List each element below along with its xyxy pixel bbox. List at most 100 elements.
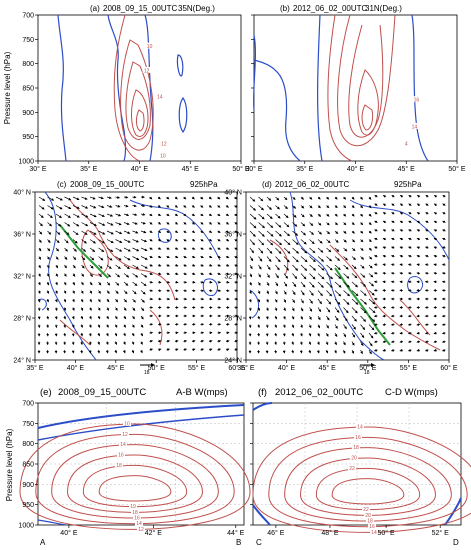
wind-vector xyxy=(106,247,114,252)
wind-vector xyxy=(390,246,395,250)
contour-label: 16 xyxy=(369,524,375,530)
wind-vector xyxy=(248,315,252,320)
wind-vector xyxy=(55,230,61,235)
wind-vector xyxy=(433,212,438,215)
wind-vector xyxy=(360,247,364,251)
wind-vector xyxy=(97,324,101,328)
wind-vector xyxy=(191,196,195,200)
wind-vector xyxy=(373,331,378,335)
wind-vector xyxy=(98,239,105,244)
wind-vector xyxy=(351,273,358,279)
wind-vector xyxy=(351,205,355,209)
wind-vector xyxy=(71,307,75,311)
wind-vector xyxy=(283,205,288,210)
wind-vector xyxy=(433,220,438,224)
wind-vector xyxy=(283,281,288,287)
wind-vector xyxy=(334,247,340,252)
wind-vector xyxy=(317,332,320,337)
x-tick-label: 45° E xyxy=(107,364,125,372)
wind-vector xyxy=(217,255,221,259)
wind-vector xyxy=(81,213,89,218)
wind-vector xyxy=(72,230,79,236)
wind-vector xyxy=(360,264,365,269)
wind-vector xyxy=(88,324,92,329)
wind-vector xyxy=(72,264,76,269)
wind-vector xyxy=(424,348,429,352)
wind-vector xyxy=(308,332,312,337)
wind-vector xyxy=(174,230,179,233)
wind-vector xyxy=(140,212,146,216)
contour-label: 14 xyxy=(120,442,126,448)
wind-vector xyxy=(334,196,338,200)
wind-vector xyxy=(140,230,147,234)
y-tick-label: 1000 xyxy=(18,159,34,166)
wind-vector xyxy=(200,348,205,352)
wind-vector xyxy=(300,298,304,304)
wind-vector xyxy=(183,213,187,217)
wind-vector xyxy=(343,290,351,297)
wind-vector xyxy=(208,263,213,267)
x-tick-label: 40° E xyxy=(278,364,296,372)
wind-vector xyxy=(283,273,288,279)
wind-vector xyxy=(234,196,238,200)
wind-vector xyxy=(38,213,44,218)
wind-vector xyxy=(174,204,178,208)
wind-vector xyxy=(217,348,222,352)
wind-vector xyxy=(257,307,261,312)
wind-vector xyxy=(382,340,387,344)
wind-vector xyxy=(334,307,340,313)
wind-vector xyxy=(166,255,170,259)
panel-d-reference-vector: 18 xyxy=(360,363,375,376)
wind-vector xyxy=(442,195,446,198)
wind-vector xyxy=(334,230,339,234)
wind-vector xyxy=(38,256,41,260)
contour-label: 14 xyxy=(357,425,363,431)
wind-vector xyxy=(399,348,404,352)
wind-vector xyxy=(326,222,330,226)
wind-vector xyxy=(334,315,339,321)
wind-vector xyxy=(249,222,257,229)
wind-vector xyxy=(399,331,404,335)
wind-vector xyxy=(174,280,179,284)
x-tick-label: 50° E xyxy=(378,529,396,537)
wind-vector xyxy=(334,349,337,354)
wind-vector xyxy=(183,230,187,233)
wind-vector xyxy=(115,256,122,261)
wind-vector xyxy=(407,340,412,344)
wind-vector xyxy=(149,230,153,233)
wind-vector xyxy=(183,339,188,343)
wind-vector xyxy=(309,256,316,263)
panel-b-label: (b) xyxy=(280,4,290,13)
wind-vector xyxy=(351,256,356,261)
wind-vector xyxy=(441,331,446,335)
wind-vector xyxy=(123,273,130,278)
wind-vector xyxy=(342,349,346,354)
wind-vector xyxy=(46,264,50,269)
wind-vector xyxy=(368,341,373,347)
panel-f-title: 2012_06_02_00UTC xyxy=(275,387,363,398)
wind-vector xyxy=(382,237,387,241)
wind-vector xyxy=(248,307,252,312)
wind-vector xyxy=(208,255,213,259)
panel-d-ticks: 35° E 40° E 45° E 50° E 55° E 60° E 40° N 36° N… xyxy=(224,189,458,373)
contour-label: 18 xyxy=(132,510,138,516)
wind-vector xyxy=(149,213,153,217)
contour-label: 16 xyxy=(118,453,124,459)
wind-vector xyxy=(360,205,364,209)
panel-c-plot xyxy=(34,191,239,361)
wind-vector xyxy=(265,324,269,329)
wind-vector xyxy=(208,204,212,208)
panel-d-title: 2012_06_02_00UTC xyxy=(275,180,350,189)
wind-vector xyxy=(64,222,71,227)
wind-vector xyxy=(72,213,80,218)
wind-vector xyxy=(299,349,303,354)
wind-vector xyxy=(191,331,196,335)
wind-vector xyxy=(399,263,404,267)
wind-vector xyxy=(80,290,84,294)
wind-vector xyxy=(442,220,446,224)
wind-vector xyxy=(442,237,446,241)
wind-vector xyxy=(425,220,429,224)
wind-vector xyxy=(291,307,295,312)
wind-vector xyxy=(343,332,347,338)
wind-vector xyxy=(80,341,84,346)
